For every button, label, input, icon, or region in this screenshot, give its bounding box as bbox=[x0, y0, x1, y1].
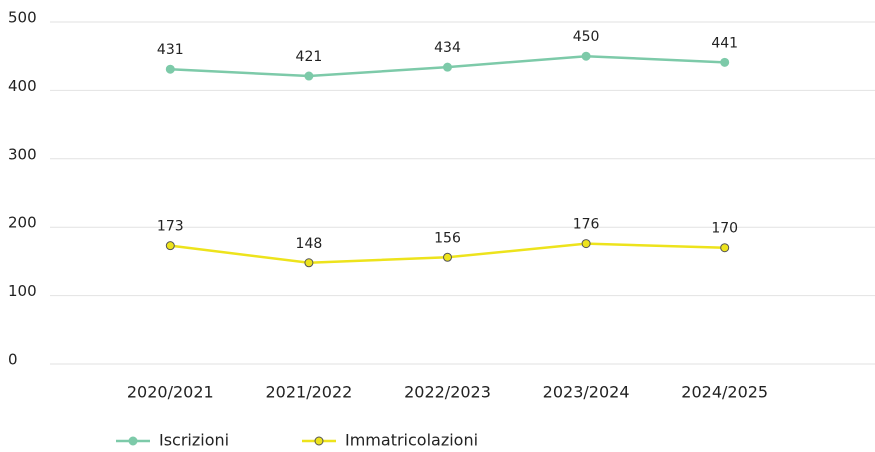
point bbox=[443, 252, 452, 262]
legend-label: Iscrizioni bbox=[159, 431, 229, 450]
legend-marker bbox=[314, 436, 324, 446]
point bbox=[304, 258, 314, 268]
legend-marker bbox=[128, 436, 138, 446]
y-tick-label: 500 bbox=[8, 9, 37, 27]
y-tick-label: 400 bbox=[8, 77, 37, 95]
data-label: 441 bbox=[711, 35, 738, 51]
data-label: 176 bbox=[573, 217, 600, 233]
x-tick-label: 2022/2023 bbox=[404, 383, 491, 402]
point bbox=[581, 51, 591, 61]
x-tick-label: 2023/2024 bbox=[543, 383, 630, 402]
y-tick-label: 300 bbox=[8, 145, 37, 163]
data-label: 148 bbox=[296, 236, 323, 252]
point bbox=[443, 62, 452, 72]
data-label: 421 bbox=[296, 49, 323, 65]
legend-label: Immatricolazioni bbox=[345, 431, 478, 450]
data-label: 170 bbox=[711, 221, 738, 237]
point bbox=[165, 64, 175, 74]
data-label: 434 bbox=[434, 40, 461, 56]
x-tick-label: 2024/2025 bbox=[681, 383, 768, 402]
data-label: 431 bbox=[157, 42, 184, 58]
point bbox=[720, 243, 730, 253]
point bbox=[581, 239, 591, 249]
y-tick-label: 0 bbox=[8, 351, 18, 369]
point bbox=[720, 57, 730, 67]
data-label: 450 bbox=[573, 29, 600, 45]
data-label: 173 bbox=[157, 219, 184, 235]
y-tick-label: 200 bbox=[8, 214, 37, 232]
y-tick-label: 100 bbox=[8, 282, 37, 300]
point bbox=[165, 241, 175, 251]
point bbox=[304, 71, 314, 81]
x-tick-label: 2021/2022 bbox=[265, 383, 352, 402]
x-tick-label: 2020/2021 bbox=[127, 383, 214, 402]
data-label: 156 bbox=[434, 230, 461, 246]
